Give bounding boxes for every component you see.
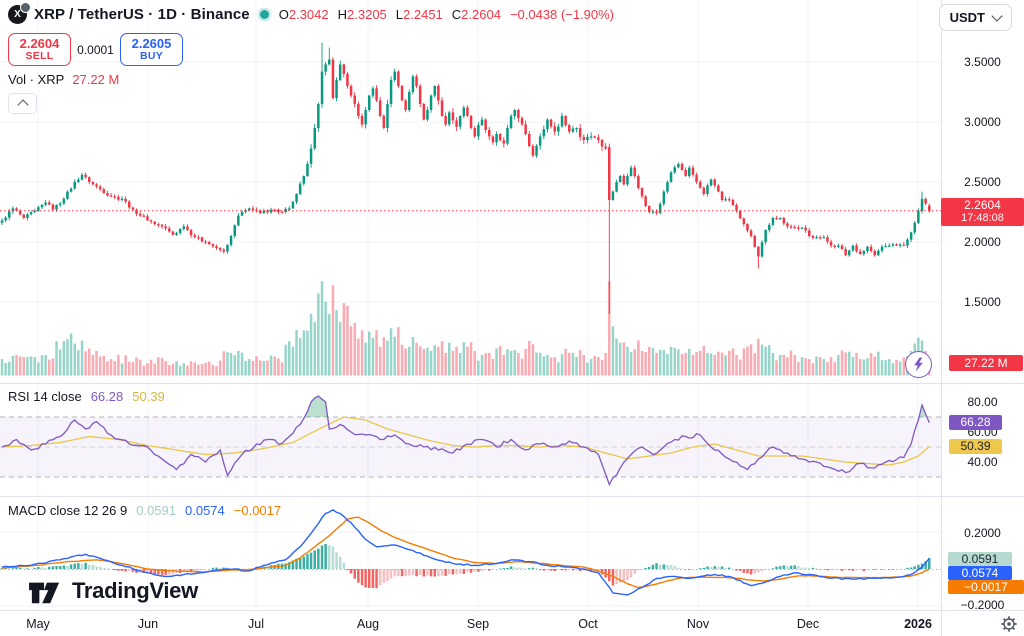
collapse-panel-button[interactable] [8, 93, 37, 114]
rsi-ma-badge: 50.39 [949, 439, 1002, 454]
ohlc-values: O2.3042 H2.3205 L2.2451 C2.2604 −0.0438 … [279, 7, 614, 22]
quick-trade-button[interactable] [905, 351, 932, 378]
buy-button[interactable]: 2.2605 BUY [120, 33, 183, 66]
chart-header: X XRP / TetherUS · 1D · Binance O2.3042 … [8, 2, 614, 24]
trade-widget: 2.2604 SELL 0.0001 2.2605 BUY [8, 33, 183, 66]
month-label: Sep [466, 617, 490, 631]
price-tick: 1.5000 [964, 295, 1001, 309]
chevron-down-icon [991, 9, 1003, 22]
macd-hist-value: 0.0591 [136, 503, 176, 518]
month-label: Aug [356, 617, 380, 631]
volume-label: Vol · XRP [8, 72, 65, 87]
close-value: 2.2604 [461, 7, 501, 22]
tradingview-logo[interactable]: TradingView [27, 576, 198, 606]
open-label: O [278, 7, 289, 22]
price-tick: 3.5000 [964, 55, 1001, 69]
volume-value: 27.22 M [72, 72, 120, 87]
symbol-switch-icon [20, 2, 31, 13]
tradingview-logo-text: TradingView [72, 578, 198, 603]
last-price-value: 2.2604 [964, 198, 1001, 212]
price-tick: 2.5000 [964, 175, 1001, 189]
month-label: Dec [796, 617, 820, 631]
high-value: 2.3205 [347, 7, 387, 22]
rsi-value: 66.28 [90, 389, 124, 404]
open-value: 2.3042 [288, 7, 329, 22]
xrp-logo-glyph: X [14, 9, 21, 20]
month-label: Jun [137, 617, 159, 631]
macd-signal-value: −0.0017 [233, 503, 282, 518]
bar-countdown: 17:48:08 [961, 212, 1004, 224]
volume-legend: Vol · XRP 27.22 M [8, 72, 119, 87]
macd-legend: MACD close 12 26 9 0.0591 0.0574 −0.0017 [8, 503, 281, 518]
low-label: L [395, 7, 404, 22]
market-status-icon[interactable] [259, 10, 269, 19]
high-label: H [337, 7, 348, 22]
rsi-badge: 66.28 [949, 415, 1002, 430]
rsi-tick: 80.00 [967, 395, 998, 409]
macd-tick: −0.2000 [960, 598, 1005, 612]
symbol-title[interactable]: XRP / TetherUS · 1D · Binance [34, 6, 250, 23]
xrp-logo-icon: X [8, 2, 31, 24]
last-price-badge: 2.2604 17:48:08 [941, 198, 1024, 226]
tradingview-logo-icon [29, 582, 60, 604]
rsi-legend: RSI 14 close 66.28 50.39 [8, 389, 165, 404]
macd-tick: 0.2000 [964, 526, 1001, 540]
rsi-tick: 40.00 [967, 455, 998, 469]
macd-line-badge: 0.0574 [948, 566, 1012, 580]
currency-label: USDT [949, 10, 985, 25]
buy-label: BUY [139, 49, 164, 62]
macd-signal-badge: −0.0017 [948, 580, 1024, 594]
rsi-legend-title: RSI 14 close [8, 389, 82, 404]
month-label: May [26, 617, 50, 631]
sell-button[interactable]: 2.2604 SELL [8, 33, 71, 66]
price-tick: 3.0000 [964, 115, 1001, 129]
time-axis-settings-icon[interactable] [1000, 615, 1018, 636]
chevron-up-icon [16, 99, 29, 111]
month-label: Nov [686, 617, 710, 631]
buy-price: 2.2605 [131, 35, 172, 51]
month-label: Oct [578, 617, 598, 631]
low-value: 2.2451 [403, 7, 443, 22]
sell-price: 2.2604 [19, 35, 60, 51]
lightning-icon [914, 357, 923, 372]
macd-line-value: 0.0574 [185, 503, 225, 518]
volume-badge: 27.22 M [949, 355, 1023, 371]
change-value: −0.0438 (−1.90%) [509, 7, 615, 22]
macd-hist-badge: 0.0591 [948, 552, 1012, 566]
month-label: Jul [248, 617, 264, 631]
currency-dropdown[interactable]: USDT [938, 4, 1012, 31]
close-label: C [451, 7, 462, 22]
rsi-ma-value: 50.39 [132, 389, 165, 404]
year-label: 2026 [904, 617, 932, 631]
price-tick: 2.0000 [964, 235, 1001, 249]
spread-value: 0.0001 [77, 42, 114, 57]
macd-legend-title: MACD close 12 26 9 [8, 503, 128, 518]
sell-label: SELL [25, 49, 54, 62]
